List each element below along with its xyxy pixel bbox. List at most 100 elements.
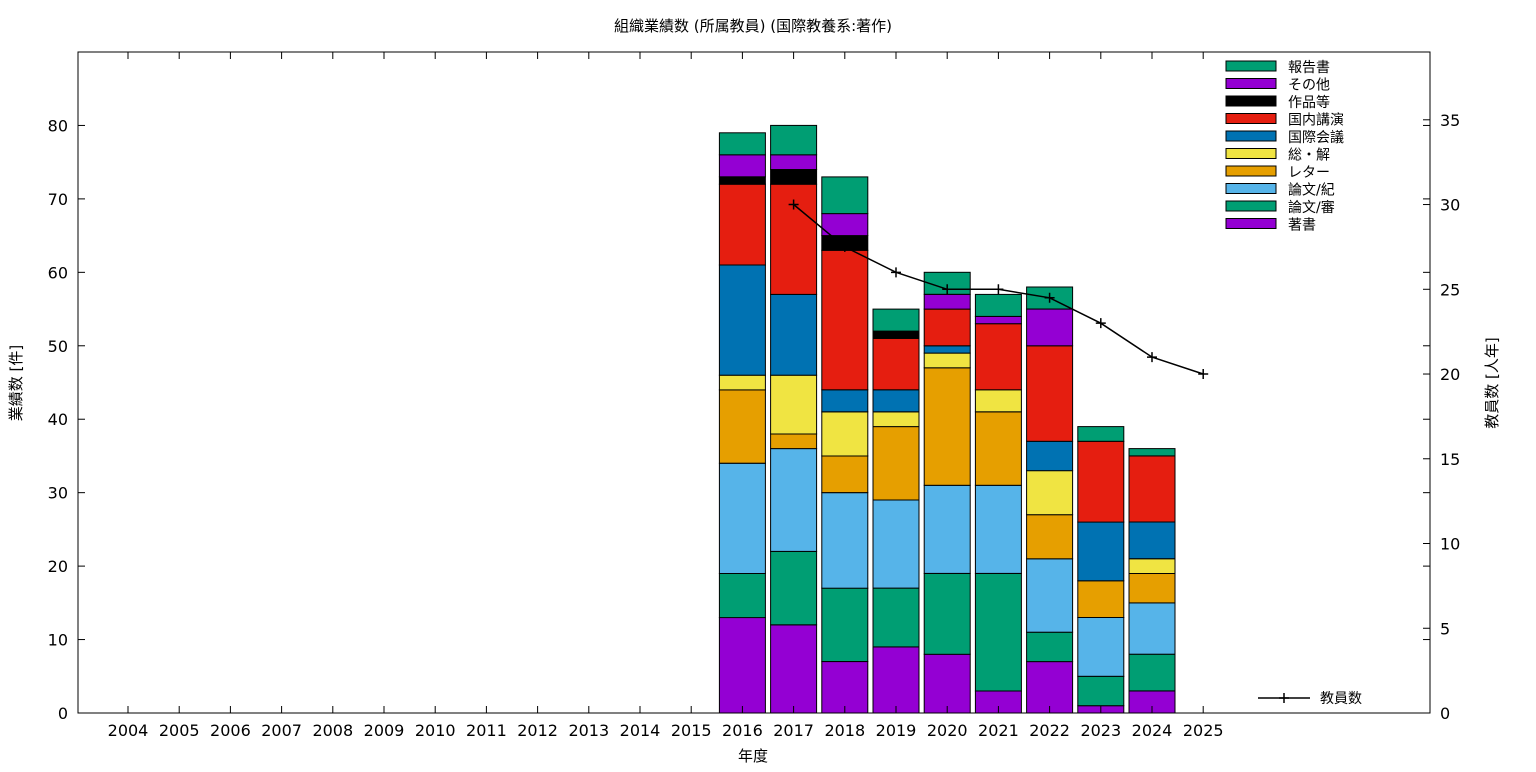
bar-segment bbox=[1026, 470, 1074, 516]
y2-tick-label: 0 bbox=[1440, 704, 1450, 723]
y-tick-label: 80 bbox=[48, 116, 68, 135]
x-tick-label: 2020 bbox=[927, 721, 968, 740]
bar-segment bbox=[718, 617, 766, 714]
legend-swatch bbox=[1225, 95, 1277, 107]
legend-label: 報告書 bbox=[1288, 60, 1330, 76]
legend-swatch bbox=[1225, 165, 1277, 177]
bar-segment bbox=[1026, 661, 1074, 714]
bar-segment bbox=[821, 411, 869, 457]
bar-segment bbox=[821, 176, 869, 215]
bar-segment bbox=[770, 169, 818, 185]
bar-segment bbox=[770, 550, 818, 626]
bar-segment bbox=[718, 176, 766, 185]
bar-segment bbox=[1128, 521, 1176, 560]
bar-segment bbox=[872, 337, 920, 391]
bar-segment bbox=[718, 573, 766, 619]
x-tick-label: 2013 bbox=[568, 721, 609, 740]
bar-segment bbox=[923, 293, 971, 310]
line-layer bbox=[788, 199, 1209, 380]
bar-segment bbox=[718, 183, 766, 266]
bar-segment bbox=[974, 323, 1022, 391]
bar-segment bbox=[1128, 573, 1176, 604]
bar-segment bbox=[1128, 448, 1176, 457]
bar-segment bbox=[923, 352, 971, 369]
bar-segment bbox=[1026, 558, 1074, 633]
line-point bbox=[839, 241, 850, 252]
y2-axis-label: 教員数 [人年] bbox=[1483, 337, 1501, 428]
x-tick-label: 2004 bbox=[108, 721, 149, 740]
chart-title: 組織業績数 (所属教員) (国際教養系:著作) bbox=[614, 17, 892, 35]
x-tick-label: 2016 bbox=[722, 721, 763, 740]
bar-segment bbox=[770, 374, 818, 435]
y-tick-label: 20 bbox=[48, 557, 68, 576]
line-point bbox=[788, 199, 799, 210]
bar-segment bbox=[974, 293, 1022, 317]
y-tick-label: 0 bbox=[58, 704, 68, 723]
bar-segment bbox=[872, 411, 920, 428]
legend-line-marker bbox=[1279, 693, 1289, 703]
bar-segment bbox=[1077, 580, 1125, 618]
legend-swatch bbox=[1225, 113, 1277, 124]
bar-segment bbox=[974, 411, 1022, 486]
bar-segment bbox=[770, 448, 818, 552]
bar-segment bbox=[718, 264, 766, 376]
legend-label: 著書 bbox=[1288, 218, 1316, 234]
bar-segment bbox=[1026, 308, 1074, 347]
bar-segment bbox=[872, 587, 920, 648]
bar-segment bbox=[770, 293, 818, 376]
bar-segment bbox=[821, 389, 869, 413]
line-point bbox=[891, 267, 901, 278]
x-tick-label: 2021 bbox=[978, 721, 1019, 740]
bar-segment bbox=[718, 389, 766, 464]
legend-swatch bbox=[1225, 148, 1277, 159]
x-tick-label: 2015 bbox=[671, 721, 712, 740]
bar-segment bbox=[821, 249, 869, 391]
legend-label: 論文/審 bbox=[1288, 200, 1335, 216]
legend-swatch bbox=[1225, 78, 1277, 89]
x-tick-label: 2024 bbox=[1132, 721, 1173, 740]
y-axis-label: 業績数 [件] bbox=[7, 345, 25, 421]
legend-label: 国内講演 bbox=[1288, 113, 1344, 129]
bar-segment bbox=[872, 330, 920, 339]
bar-segment bbox=[923, 308, 971, 347]
bar-segment bbox=[923, 573, 971, 655]
bar-segment bbox=[821, 587, 869, 662]
bar-segment bbox=[872, 499, 920, 589]
bar-segment bbox=[718, 462, 766, 574]
bar-segment bbox=[1128, 602, 1176, 655]
y-tick-label: 50 bbox=[48, 337, 68, 356]
legend-label: 総・解 bbox=[1288, 148, 1330, 164]
bar-segment bbox=[1026, 345, 1074, 442]
bar-segment bbox=[974, 315, 1022, 325]
x-tick-label: 2011 bbox=[466, 721, 507, 740]
bar-segment bbox=[1128, 653, 1176, 692]
bar-segment bbox=[770, 433, 818, 450]
bar-segment bbox=[872, 389, 920, 413]
legend-swatch bbox=[1225, 200, 1277, 212]
x-tick-label: 2010 bbox=[415, 721, 456, 740]
bar-segment bbox=[1026, 440, 1074, 472]
line-point bbox=[1095, 318, 1106, 329]
y2-tick-label: 5 bbox=[1440, 619, 1450, 638]
line-point bbox=[942, 284, 953, 295]
x-tick-label: 2006 bbox=[210, 721, 251, 740]
legend-label: 論文/紀 bbox=[1288, 183, 1335, 199]
x-tick-label: 2008 bbox=[312, 721, 353, 740]
legend-label: 作品等 bbox=[1288, 94, 1330, 111]
y-tick-label: 60 bbox=[48, 263, 68, 282]
y2-tick-label: 30 bbox=[1440, 196, 1460, 215]
bar-segment bbox=[821, 455, 869, 494]
bar-segment bbox=[923, 484, 971, 574]
bar-segment bbox=[718, 374, 766, 391]
bar-segment bbox=[923, 653, 971, 714]
line-point bbox=[993, 284, 1004, 295]
bar-segment bbox=[974, 389, 1022, 413]
legend-label: レター bbox=[1288, 165, 1330, 181]
x-tick-label: 2018 bbox=[824, 721, 865, 740]
bar-segment bbox=[821, 661, 869, 714]
line-point bbox=[1198, 369, 1209, 380]
bar-segment bbox=[1026, 631, 1074, 663]
